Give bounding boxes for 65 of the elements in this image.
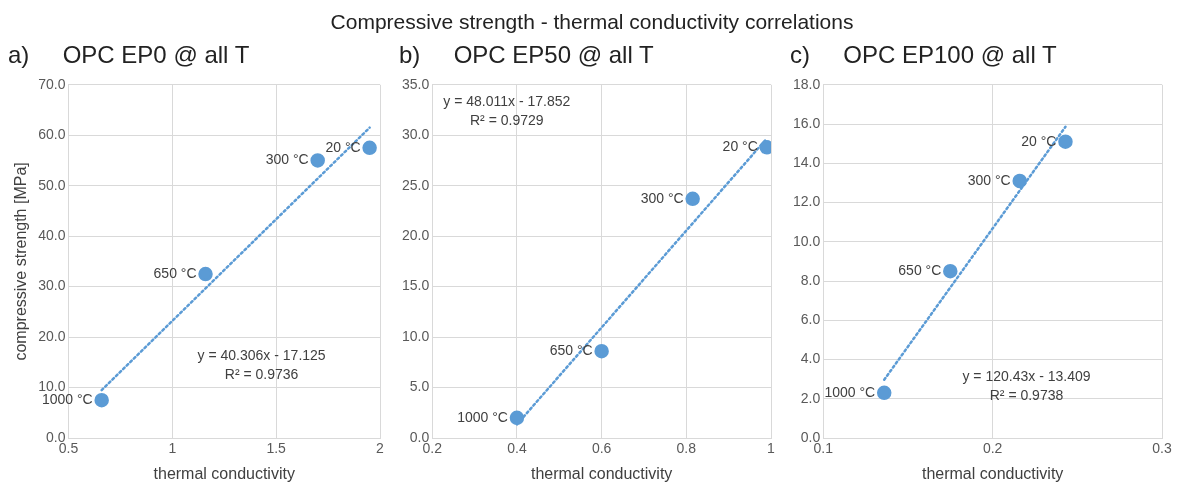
point xyxy=(509,410,525,426)
y-tick-label: 16.0 xyxy=(793,114,821,131)
annotation: R² = 0.9729 xyxy=(469,111,544,128)
point xyxy=(1058,134,1073,149)
y-tick-label: 8.0 xyxy=(800,271,821,288)
x-tick-label: 2 xyxy=(376,440,385,457)
x-tick-label: 1 xyxy=(767,440,776,457)
annotation: R² = 0.9736 xyxy=(224,366,299,383)
x-tick-label: 0.8 xyxy=(676,440,697,457)
y-tick-label: 70.0 xyxy=(38,75,66,92)
y-tick-label: 60.0 xyxy=(38,126,66,143)
x-tick-label: 1.5 xyxy=(266,440,287,457)
chart-title: a) OPC EP0 @ all T xyxy=(8,41,250,69)
y-tick-label: 40.0 xyxy=(38,227,66,244)
annotation: y = 40.306x - 17.125 xyxy=(197,347,326,364)
y-tick-label: 4.0 xyxy=(800,350,821,367)
annotation: 20 °C xyxy=(722,138,758,155)
y-tick-label: 18.0 xyxy=(793,75,821,92)
y-axis-title: compressive strength [MPa] xyxy=(12,162,30,361)
y-tick-label: 6.0 xyxy=(800,311,821,328)
annotation: 300 °C xyxy=(640,189,684,206)
chart-title: b) OPC EP50 @ all T xyxy=(399,41,655,69)
y-tick-label: 20.0 xyxy=(402,227,430,244)
y-tick-label: 35.0 xyxy=(402,75,430,92)
y-tick-label: 14.0 xyxy=(793,154,821,171)
point xyxy=(1012,173,1027,189)
annotation: R² = 0.9738 xyxy=(989,387,1064,404)
x-tick-label: 0.2 xyxy=(982,440,1003,457)
x-axis-title: thermal conductivity xyxy=(153,464,295,482)
point xyxy=(362,140,377,156)
y-tick-label: 30.0 xyxy=(38,277,66,294)
point xyxy=(876,385,892,401)
x-axis-title: thermal conductivity xyxy=(921,464,1064,482)
point xyxy=(594,343,609,359)
y-tick-label: 25.0 xyxy=(402,176,430,193)
y-tick-label: 5.0 xyxy=(409,378,430,395)
y-tick-label: 50.0 xyxy=(38,176,66,193)
y-tick-label: 10.0 xyxy=(793,232,821,249)
y-tick-label: 20.0 xyxy=(38,327,66,344)
point xyxy=(943,263,958,279)
y-tick-label: 2.0 xyxy=(800,389,821,406)
chart-title: c) OPC EP100 @ all T xyxy=(790,41,1058,69)
x-tick-label: 0.6 xyxy=(591,440,612,457)
y-tick-label: 10.0 xyxy=(402,327,430,344)
x-tick-label: 0.4 xyxy=(507,440,527,457)
annotation: 20 °C xyxy=(1021,132,1057,149)
annotation: 650 °C xyxy=(153,264,197,281)
annotation: 300 °C xyxy=(967,171,1011,188)
point xyxy=(310,153,325,168)
annotation: y = 120.43x - 13.409 xyxy=(962,368,1091,385)
x-axis-title: thermal conductivity xyxy=(530,464,673,482)
x-tick-label: 0.3 xyxy=(1152,440,1172,457)
x-tick-label: 1 xyxy=(168,440,177,457)
annotation: 1000 °C xyxy=(824,383,876,400)
text: Compressive strength - thermal conductivity correlations xyxy=(329,9,855,35)
y-tick-label: 30.0 xyxy=(402,126,430,143)
point xyxy=(685,191,700,207)
annotation: 300 °C xyxy=(265,151,309,168)
annotation: 650 °C xyxy=(898,262,942,279)
annotation: y = 48.011x - 17.852 xyxy=(443,92,571,109)
y-tick-label: 12.0 xyxy=(793,193,821,210)
point xyxy=(94,392,109,408)
annotation: 1000 °C xyxy=(457,408,508,425)
point xyxy=(198,266,213,282)
y-tick-label: 15.0 xyxy=(402,277,430,294)
